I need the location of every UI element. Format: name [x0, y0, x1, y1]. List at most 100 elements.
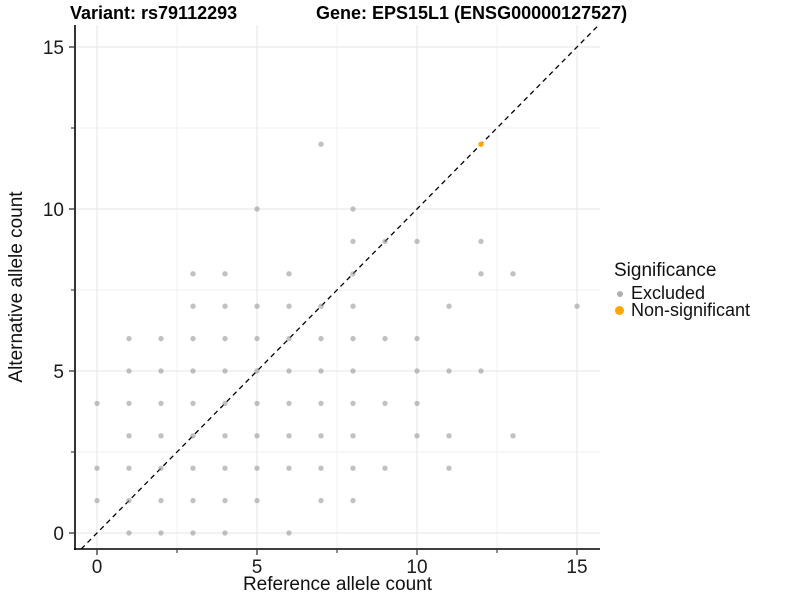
data-point-excluded: [446, 368, 452, 374]
data-point-excluded: [446, 465, 452, 471]
data-point-excluded: [158, 530, 164, 536]
data-point-excluded: [414, 335, 420, 342]
data-point-excluded: [414, 368, 420, 374]
data-point-excluded: [350, 368, 356, 374]
data-point-excluded: [478, 368, 484, 374]
data-point-excluded: [158, 465, 164, 471]
data-point-excluded: [126, 497, 132, 504]
data-point-excluded: [254, 206, 260, 212]
data-point-excluded: [158, 335, 164, 342]
data-point-excluded: [126, 433, 132, 439]
data-point-excluded: [318, 335, 324, 342]
data-point-excluded: [190, 335, 196, 342]
data-point-excluded: [510, 271, 516, 277]
y-axis-title-text: Alternative allele count: [6, 191, 27, 383]
data-point-excluded: [158, 400, 164, 407]
legend-label-excluded: Excluded: [631, 283, 706, 303]
data-point-excluded: [126, 368, 132, 374]
data-point-excluded: [126, 335, 132, 342]
data-point-excluded: [190, 368, 196, 374]
data-point-excluded: [190, 465, 196, 471]
data-point-excluded: [222, 465, 228, 471]
data-point-excluded: [222, 303, 228, 309]
data-point-excluded: [254, 368, 260, 374]
data-point-excluded: [350, 335, 356, 342]
data-point-excluded: [318, 400, 324, 407]
data-point-excluded: [286, 530, 292, 536]
data-point-excluded: [286, 433, 292, 439]
legend-label-nonsignificant: Non-significant: [631, 300, 751, 320]
y-tick-label: 0: [53, 524, 64, 545]
data-point-excluded: [222, 530, 228, 536]
identity-line: [80, 24, 600, 550]
excluded-dot-icon: [617, 290, 623, 297]
legend: Significance Excluded Non-significant: [614, 260, 750, 319]
data-point-excluded: [158, 497, 164, 504]
data-point-excluded: [382, 335, 388, 342]
data-point-excluded: [254, 400, 260, 407]
data-point-excluded: [158, 368, 164, 374]
data-point-excluded: [286, 400, 292, 407]
x-tick-label: 5: [252, 557, 263, 578]
data-point-excluded: [318, 141, 324, 147]
data-point-excluded: [190, 303, 196, 309]
data-point-excluded: [94, 465, 100, 471]
data-point-excluded: [382, 238, 388, 245]
data-point-excluded: [222, 271, 228, 277]
legend-item-excluded: Excluded: [614, 283, 750, 303]
x-tick-label: 15: [566, 557, 587, 578]
data-point-excluded: [446, 433, 452, 439]
data-point-excluded: [286, 465, 292, 471]
data-point-excluded: [350, 400, 356, 407]
data-point-excluded: [414, 433, 420, 439]
data-point-excluded: [190, 497, 196, 504]
data-point-excluded: [222, 400, 228, 407]
data-point-excluded: [318, 497, 324, 504]
legend-item-nonsignificant: Non-significant: [614, 300, 751, 320]
data-point-excluded: [222, 368, 228, 374]
data-point-excluded: [222, 433, 228, 439]
data-point-excluded: [126, 465, 132, 471]
data-point-excluded: [190, 433, 196, 439]
data-point-excluded: [254, 335, 260, 342]
data-point-excluded: [350, 433, 356, 439]
data-point-excluded: [318, 368, 324, 374]
data-point-excluded: [478, 271, 484, 277]
data-point-excluded: [286, 303, 292, 309]
variant-title: Variant: rs79112293: [70, 3, 238, 23]
data-point-excluded: [382, 400, 388, 407]
data-point-excluded: [158, 433, 164, 439]
data-point-non-significant: [478, 141, 484, 147]
x-tick-label: 10: [406, 557, 427, 578]
data-point-excluded: [126, 400, 132, 407]
y-tick-label: 15: [43, 38, 64, 59]
data-point-excluded: [190, 271, 196, 277]
data-point-excluded: [222, 497, 228, 504]
data-point-excluded: [382, 465, 388, 471]
x-axis-title: Reference allele count: [242, 574, 433, 595]
data-point-excluded: [126, 530, 132, 536]
data-point-excluded: [350, 206, 356, 212]
data-point-excluded: [94, 497, 100, 504]
data-point-excluded: [222, 335, 228, 342]
data-point-excluded: [446, 303, 452, 309]
data-point-excluded: [254, 465, 260, 471]
non-significant-dot-icon: [615, 306, 624, 315]
data-point-excluded: [350, 238, 356, 245]
data-point-excluded: [190, 530, 196, 536]
data-point-excluded: [318, 433, 324, 439]
data-point-excluded: [510, 433, 516, 439]
data-point-excluded: [254, 433, 260, 439]
y-tick-label: 5: [53, 362, 64, 383]
data-point-excluded: [414, 238, 420, 245]
y-axis-title: Alternative allele count: [6, 191, 28, 382]
data-point-excluded: [318, 303, 324, 309]
gene-title: Gene: EPS15L1 (ENSG00000127527): [316, 3, 628, 23]
data-point-excluded: [286, 368, 292, 374]
legend-title: Significance: [614, 260, 717, 281]
data-point-excluded: [94, 400, 100, 407]
data-point-excluded: [414, 400, 420, 407]
data-point-excluded: [350, 303, 356, 309]
data-point-excluded: [254, 497, 260, 504]
